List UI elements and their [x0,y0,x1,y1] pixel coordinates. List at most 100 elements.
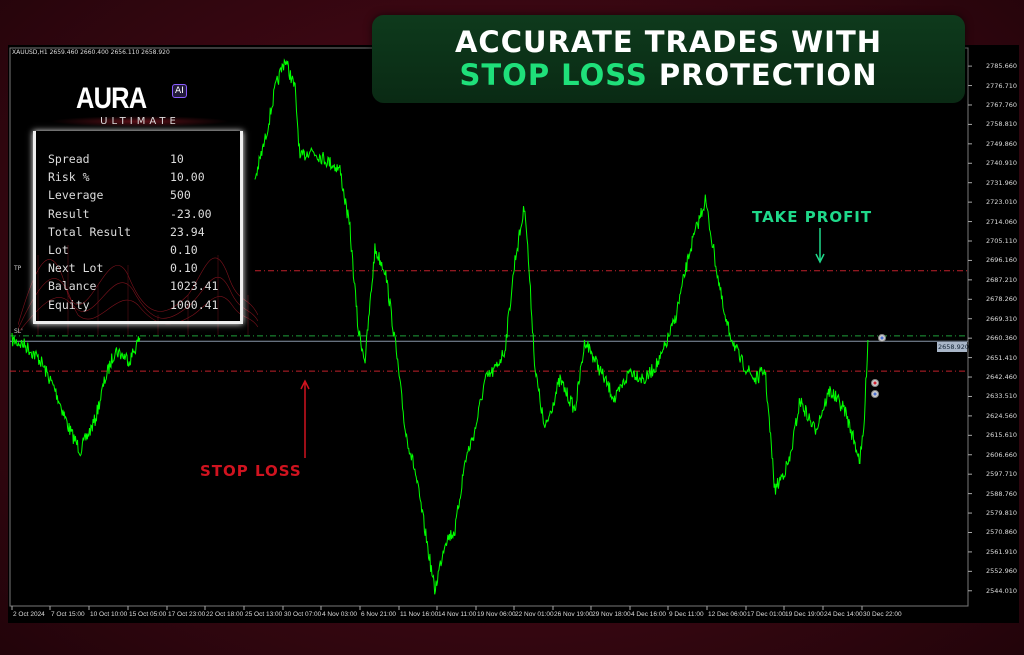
y-tick-label: 2579.810 [986,509,1018,518]
headline-line1: ACCURATE TRADES WITH [454,25,883,59]
stat-label: Total Result [48,224,132,239]
x-tick-label: 2 Oct 2024 [13,611,45,618]
x-tick-label: 25 Oct 13:00 [245,611,283,618]
y-tick-label: 2624.560 [986,411,1018,420]
trade-marker-dot [880,336,884,340]
stat-row: Result -23.00 [48,207,218,225]
y-tick-label: 2597.710 [986,470,1018,479]
stat-row: Lot 0.10 [48,243,218,261]
stat-row: Risk % 10.00 [48,170,218,188]
y-tick-label: 2696.160 [986,256,1018,265]
y-tick-label: 2705.110 [986,236,1018,245]
y-tick-label: 2544.010 [986,586,1018,595]
stat-label: Balance [48,279,97,294]
stat-label: Next Lot [48,261,104,276]
stat-value: 0.10 [170,261,198,276]
y-tick-label: 2767.760 [986,100,1018,109]
take-profit-arrow-icon [815,228,825,264]
stop-loss-arrow-icon [300,379,310,458]
stat-label: Risk % [48,170,90,185]
stat-label: Lot [48,242,69,257]
y-tick-label: 2785.660 [986,62,1018,71]
y-tick-label: 2714.060 [986,217,1018,226]
aura-logo: AURA [76,82,147,115]
y-tick-label: 2561.910 [986,547,1018,556]
headline-highlight: STOP LOSS [459,58,648,92]
price-line [11,332,141,457]
stat-value: 1023.41 [170,279,219,294]
stat-label: Result [48,206,90,221]
stat-row: Balance 1023.41 [48,279,218,297]
x-tick-label: 11 Nov 16:00 [400,611,439,618]
x-tick-label: 12 Dec 06:00 [708,611,747,618]
x-tick-label: 17 Dec 01:00 [747,611,786,618]
x-tick-label: 30 Oct 07:00 [284,611,322,618]
x-tick-label: 4 Nov 03:00 [322,611,358,618]
y-tick-label: 2642.460 [986,373,1018,382]
stat-value: 0.10 [170,242,198,257]
x-tick-label: 22 Oct 18:00 [206,611,244,618]
y-tick-label: 2552.960 [986,567,1018,576]
chart-symbol-header: XAUUSD,H1 2659.460 2660.400 2656.110 265… [12,49,170,56]
stat-value: -23.00 [170,206,212,221]
stop-loss-annotation: STOP LOSS [200,462,302,480]
trade-marker-dot [873,381,877,385]
stat-row: Leverage 500 [48,188,218,206]
x-tick-label: 10 Oct 10:00 [90,611,128,618]
y-tick-label: 2749.860 [986,139,1018,148]
x-tick-label: 15 Oct 05:00 [129,611,167,618]
ai-badge: AI [172,84,187,98]
x-tick-label: 6 Nov 21:00 [361,611,397,618]
x-tick-label: 24 Dec 14:00 [824,611,863,618]
y-tick-label: 2776.710 [986,81,1018,90]
stat-label: Spread [48,152,90,166]
x-tick-label: 9 Dec 11:00 [669,611,704,618]
tp-level-label: TP [14,265,22,272]
x-tick-label: 7 Oct 15:00 [51,611,85,618]
y-tick-label: 2651.410 [986,353,1018,362]
stat-row: Spread 10 [48,152,218,170]
stat-value: 500 [170,188,191,203]
take-profit-annotation: TAKE PROFIT [752,208,873,226]
stat-value: 10 [170,152,184,166]
logo-subtitle: ULTIMATE [50,116,230,127]
current-price-label: 2658.920 [937,342,970,352]
stat-label: Equity [48,297,90,312]
x-tick-label: 4 Dec 16:00 [631,611,667,618]
y-tick-label: 2570.860 [986,528,1018,537]
stat-value: 23.94 [170,224,205,239]
x-tick-label: 19 Dec 19:00 [785,611,824,618]
y-tick-label: 2723.010 [986,198,1018,207]
headline-banner: ACCURATE TRADES WITH STOP LOSS PROTECTIO… [372,15,965,103]
x-tick-label: 30 Dec 22:00 [863,611,902,618]
x-tick-label: 22 Nov 01:00 [515,611,554,618]
headline-line2: PROTECTION [658,58,878,92]
price-line [254,58,869,595]
y-tick-label: 2758.810 [986,120,1018,129]
y-tick-label: 2687.210 [986,275,1018,284]
y-tick-label: 2740.910 [986,159,1018,168]
stat-row: Next Lot 0.10 [48,261,218,279]
stat-row: Equity 1000.41 [48,298,218,316]
stat-value: 10.00 [170,170,205,185]
chart-window [8,45,1019,623]
stat-label: Leverage [48,188,104,203]
stat-row: Total Result 23.94 [48,225,218,243]
y-tick-label: 2660.360 [986,334,1018,343]
stats-panel: Spread 10 Risk % 10.00 Leverage 500 Result -… [48,152,218,316]
stat-value: 1000.41 [170,297,219,312]
x-tick-label: 26 Nov 19:00 [554,611,593,618]
stats-panel-frame [33,131,243,324]
y-tick-label: 2669.310 [986,314,1018,323]
x-tick-label: 29 Nov 18:00 [592,611,631,618]
y-tick-label: 2606.660 [986,450,1018,459]
x-tick-label: 14 Nov 11:00 [438,611,477,618]
y-tick-label: 2588.760 [986,489,1018,498]
x-tick-label: 17 Oct 23:00 [168,611,206,618]
y-tick-label: 2633.510 [986,392,1018,401]
y-tick-label: 2678.260 [986,295,1018,304]
y-tick-label: 2615.610 [986,431,1018,440]
y-tick-label: 2731.960 [986,178,1018,187]
wireframe-graphic [18,245,258,335]
